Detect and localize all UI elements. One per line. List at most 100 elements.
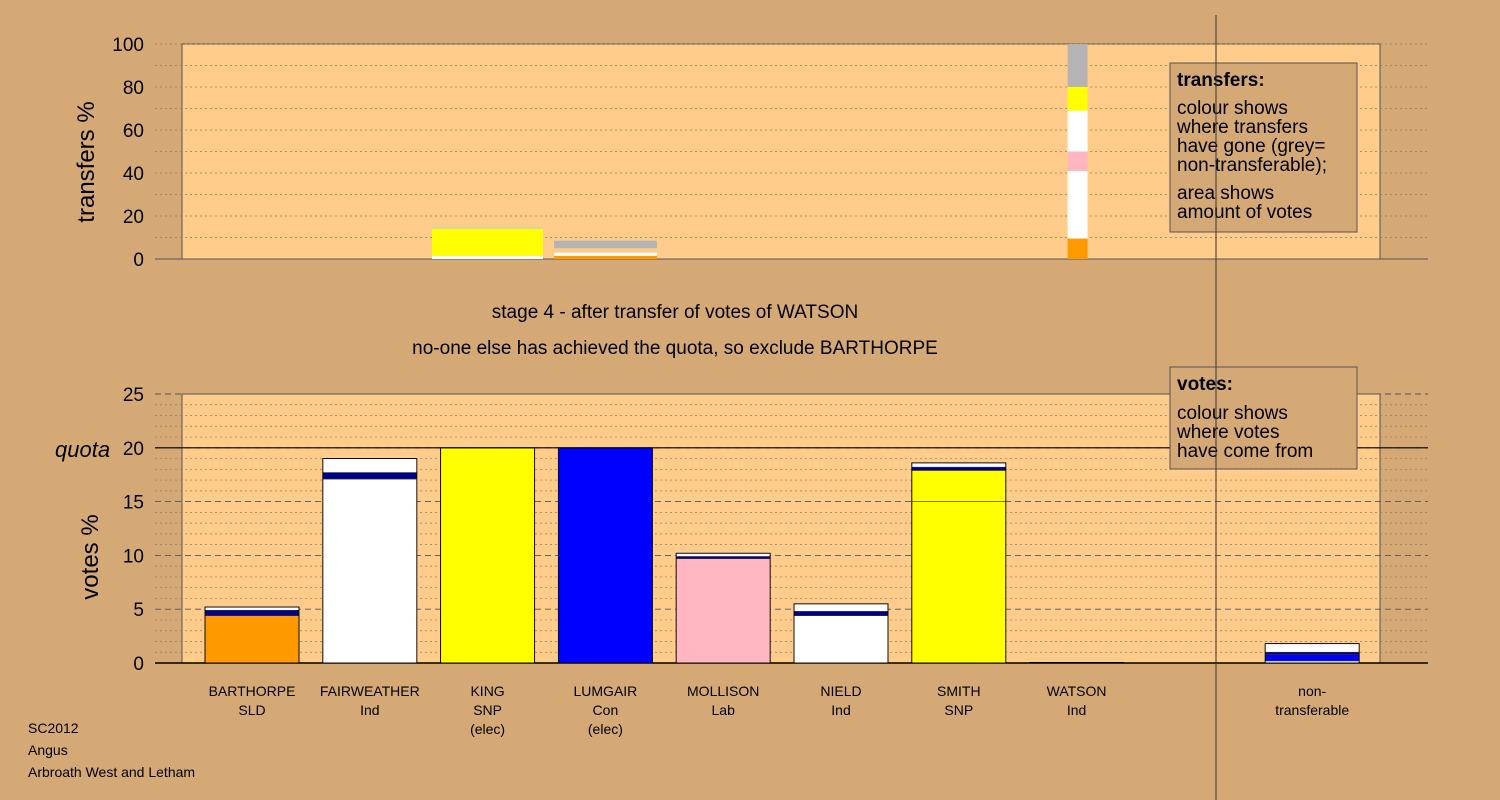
transfer-segment [1067,44,1088,87]
votes-legend-line: have come from [1177,441,1313,462]
transfers-legend-title: transfers: [1177,70,1265,91]
vote-segment [322,478,418,664]
footer-council: Angus [28,742,68,758]
votes-y-ticks: 0 5 10 15 20 25 [123,385,144,675]
votes-y-tick-label: 10 [123,546,144,567]
vote-segment [793,615,889,664]
category-label: MOLLISON [687,683,759,699]
votes-y-tick-label: 0 [133,654,144,675]
category-label: NIELD [820,683,861,699]
transfers-legend-line: colour shows [1177,98,1288,119]
vote-segment [1264,651,1360,655]
category-label: (elec) [588,721,623,737]
transfers-y-tick-label: 40 [123,164,144,185]
transfers-y-tick-label: 60 [123,121,144,142]
quota-label: quota [55,437,110,462]
votes-bars [204,447,1360,664]
category-label: SMITH [937,683,981,699]
category-label: FAIRWEATHER [320,683,420,699]
vote-bar-outline [204,606,300,664]
votes-y-tick-label: 20 [123,439,144,460]
transfer-segment [554,255,657,259]
vote-segment [204,615,300,664]
votes-legend-line: where votes [1176,422,1279,443]
votes-legend-title: votes: [1177,374,1233,395]
transfer-segment [554,252,657,256]
vote-segment [322,472,418,480]
category-label: (elec) [470,721,505,737]
transfers-y-axis-label: transfers % [73,101,100,222]
transfers-y-tick-label: 0 [133,250,144,271]
vote-segment [793,611,889,616]
category-label: BARTHORPE [209,683,296,699]
votes-y-tick-label: 15 [123,493,144,514]
transfers-y-tick-label: 20 [123,207,144,228]
vote-segment [911,462,1007,468]
transfers-legend-line: non-transferable); [1177,155,1327,176]
transfers-legend-line: amount of votes [1177,202,1312,223]
votes-category-labels: BARTHORPE SLD FAIRWEATHER Ind KING SNP (elec) L… [209,683,1350,737]
votes-y-tick-label: 25 [123,385,144,406]
category-label: LUMGAIR [574,683,638,699]
vote-segment [322,458,418,473]
vote-bar-outline [675,552,771,664]
vote-bar-outline [793,603,889,664]
transfer-segment [554,248,657,253]
transfer-segment [1067,170,1088,239]
transfer-segment [1067,110,1088,152]
transfers-legend-line: area shows [1177,183,1274,204]
votes-y-tick-label: 5 [133,600,144,621]
vote-segment [204,609,300,616]
vote-bar-outline [1029,662,1125,664]
vote-segment [793,603,889,612]
transfers-y-ticks: 0 20 40 60 80 100 [112,35,144,271]
category-label: SNP [944,702,973,718]
transfers-bars [432,44,1088,259]
vote-segment [675,558,771,664]
category-label: non- [1298,683,1326,699]
vote-segment [1264,643,1360,653]
vote-bar-outline [322,458,418,664]
vote-segment [911,470,1007,502]
category-label: Ind [1067,702,1086,718]
votes-y-axis-label: votes % [77,514,104,599]
category-label: Con [593,702,619,718]
category-label: SNP [473,702,502,718]
category-label: Ind [360,702,379,718]
vote-segment [911,466,1007,471]
votes-legend-line: colour shows [1177,403,1288,424]
category-label: Ind [831,702,850,718]
transfers-legend-line: where transfers [1176,117,1308,138]
category-label: SLD [238,702,265,718]
transfer-segment [1067,238,1088,259]
transfers-y-tick-label: 100 [112,35,144,56]
category-label: transferable [1275,702,1349,718]
transfer-segment [554,240,657,249]
vote-segment [911,501,1007,664]
category-label: Lab [712,702,736,718]
footer-ward: Arbroath West and Letham [28,764,195,780]
vote-segment [558,447,653,664]
transfer-segment [1067,151,1088,171]
transfers-legend: transfers: colour shows where transfers … [1169,62,1358,233]
action-heading: no-one else has achieved the quota, so e… [412,338,938,359]
transfer-segment [432,226,543,229]
footer-election: SC2012 [28,720,79,736]
vote-bar-outline [911,462,1007,664]
transfer-segment [1067,87,1088,111]
vote-segment [204,606,300,611]
transfers-legend-line: have gone (grey= [1177,136,1325,157]
transfer-segment [432,228,543,256]
stage-heading: stage 4 - after transfer of votes of WAT… [492,302,858,323]
votes-legend: votes: colour shows where votes have com… [1169,366,1358,470]
category-label: KING [470,683,504,699]
vote-segment [675,552,771,557]
vote-segment [1264,654,1360,662]
vote-bar-outline [1264,643,1360,664]
vote-segment [440,447,535,664]
category-label: WATSON [1047,683,1107,699]
vote-segment [675,556,771,559]
transfer-segment [432,255,543,259]
transfers-y-tick-label: 80 [123,78,144,99]
